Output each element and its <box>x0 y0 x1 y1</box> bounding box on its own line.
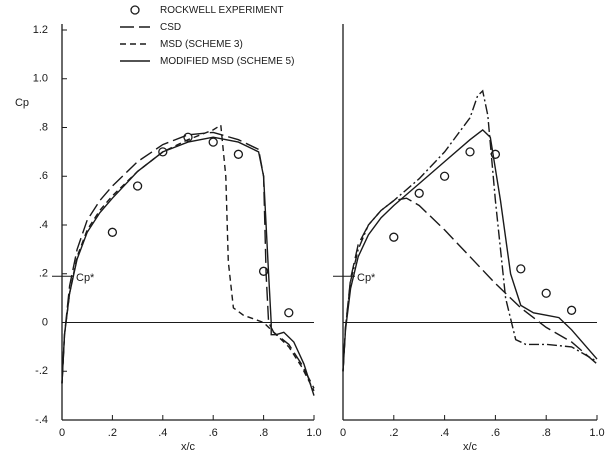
x-axis-label: x/c <box>463 441 478 453</box>
legend-entry: MODIFIED MSD (SCHEME 5) <box>118 55 300 68</box>
line-series <box>342 128 598 372</box>
annotation: Cp* <box>76 272 95 284</box>
data-point <box>439 171 450 181</box>
y-tick-label: -.4 <box>35 414 48 426</box>
x-tick-label: .8 <box>542 427 551 439</box>
legend: ROCKWELL EXPERIMENT CSD MSD (SCHEME 3) MODI… <box>118 4 300 72</box>
x-axis-label: x/c <box>181 441 196 453</box>
legend-swatch <box>120 60 150 62</box>
line-series <box>61 131 315 389</box>
data-point <box>208 137 218 147</box>
x-tick-label: .4 <box>440 427 449 439</box>
data-point <box>284 308 294 318</box>
y-tick-label: .8 <box>39 121 48 133</box>
y-axis-label: Cp <box>15 97 29 109</box>
legend-marker <box>130 5 140 15</box>
data-point <box>233 149 244 159</box>
y-tick-label: 1.0 <box>33 73 48 85</box>
data-point <box>465 147 475 157</box>
data-point <box>132 181 143 191</box>
x-tick-label: .4 <box>158 427 167 439</box>
line-series <box>342 89 598 372</box>
legend-swatch <box>120 43 150 45</box>
line-series <box>342 197 598 372</box>
y-tick-label: .4 <box>39 219 48 231</box>
y-tick-label: -.2 <box>35 365 48 377</box>
legend-entry: CSD <box>118 21 300 34</box>
line-series <box>61 136 315 396</box>
x-tick-label: .6 <box>209 427 218 439</box>
legend-label: MSD (SCHEME 3) <box>160 39 243 50</box>
x-tick-label: .2 <box>108 427 117 439</box>
legend-entry: ROCKWELL EXPERIMENT <box>118 4 300 17</box>
y-tick-label: 1.2 <box>33 24 48 36</box>
line-series <box>61 123 315 392</box>
x-tick-label: 1.0 <box>589 427 604 439</box>
data-point <box>389 232 399 242</box>
y-tick-label: .6 <box>39 170 48 182</box>
x-tick-label: 0 <box>59 427 65 439</box>
data-point <box>516 264 526 274</box>
x-tick-label: .2 <box>389 427 398 439</box>
x-tick-label: .6 <box>491 427 500 439</box>
x-tick-label: 0 <box>340 427 346 439</box>
data-point <box>107 227 118 237</box>
annotation: Cp* <box>357 272 376 284</box>
legend-label: ROCKWELL EXPERIMENT <box>160 5 284 16</box>
legend-label: CSD <box>160 22 182 33</box>
legend-swatch <box>120 26 150 28</box>
legend-label: MODIFIED MSD (SCHEME 5) <box>160 56 295 67</box>
y-tick-label: 0 <box>42 316 48 328</box>
x-tick-label: 1.0 <box>306 427 321 439</box>
data-point <box>414 188 424 198</box>
data-point <box>566 305 577 315</box>
y-tick-label: .2 <box>39 268 48 280</box>
legend-entry: MSD (SCHEME 3) <box>118 38 300 51</box>
x-tick-label: .8 <box>259 427 268 439</box>
legend-swatch <box>130 5 140 15</box>
data-point <box>541 288 551 298</box>
